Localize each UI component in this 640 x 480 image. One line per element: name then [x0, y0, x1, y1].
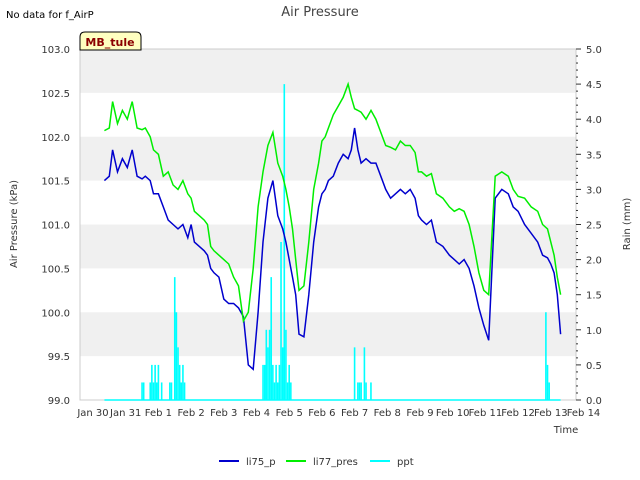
x-tick-label: Feb 10 — [436, 408, 470, 419]
y2-tick-label: 3.0 — [586, 185, 602, 196]
x-tick-label: Feb 12 — [501, 408, 535, 419]
station-badge: MB_tule — [79, 31, 142, 51]
y-tick-label: 100.0 — [41, 308, 70, 319]
y2-tick-label: 4.0 — [586, 115, 602, 126]
y2-tick-label: 0.0 — [586, 396, 602, 407]
legend: li75_p li77_pres ppt — [219, 457, 414, 468]
legend-label-li75_p: li75_p — [246, 457, 276, 468]
y2-tick-label: 1.5 — [586, 291, 602, 302]
y2-tick-label: 4.5 — [586, 80, 602, 91]
y-axis-label: Air Pressure (kPa) — [9, 180, 20, 268]
legend-label-ppt: ppt — [397, 457, 414, 468]
y2-tick-label: 0.5 — [586, 361, 602, 372]
chart-title: Air Pressure — [281, 5, 359, 20]
y-tick-label: 102.0 — [41, 133, 70, 144]
x-tick-label: Feb 7 — [341, 408, 368, 419]
x-axis-label: Time — [553, 425, 578, 436]
no-data-notice: No data for f_AirP — [6, 10, 94, 21]
x-tick-label: Feb 3 — [210, 408, 237, 419]
y2-tick-label: 5.0 — [586, 45, 602, 56]
background-band — [80, 49, 576, 93]
y-tick-label: 102.5 — [41, 89, 70, 100]
y-tick-label: 100.5 — [41, 264, 70, 275]
x-tick-label: Feb 2 — [177, 408, 204, 419]
y2-tick-label: 1.0 — [586, 326, 602, 337]
x-tick-label: Feb 5 — [276, 408, 303, 419]
y2-axis-label: Rain (mm) — [622, 198, 633, 251]
x-tick-label: Feb 1 — [145, 408, 172, 419]
badge-shape — [79, 31, 142, 51]
x-axis-ticks: Jan 30 Jan 31 Feb 1 Feb 2 Feb 3 Feb 4 Feb 5 Feb… — [76, 408, 600, 419]
y2-tick-label: 2.0 — [586, 256, 602, 267]
x-tick-label: Feb 6 — [308, 408, 335, 419]
li75_p-line — [103, 127, 562, 371]
x-tick-label: Jan 31 — [109, 408, 141, 419]
y-tick-label: 99.0 — [48, 396, 70, 407]
legend-label-li77_pres: li77_pres — [313, 457, 358, 468]
x-tick-label: Feb 8 — [374, 408, 401, 419]
background-band — [80, 136, 576, 181]
x-tick-label: Feb 13 — [534, 408, 568, 419]
y2-tick-label: 3.5 — [586, 150, 602, 161]
badge-label: MB_tule — [85, 36, 134, 49]
y-tick-label: 101.0 — [41, 221, 70, 232]
ppt-series — [104, 84, 561, 401]
y-tick-label: 103.0 — [41, 45, 70, 56]
background-bands — [80, 49, 576, 357]
y-tick-label: 101.5 — [41, 177, 70, 188]
x-tick-label: Jan 30 — [76, 408, 108, 419]
x-tick-label: Feb 4 — [243, 408, 270, 419]
background-band — [80, 312, 576, 357]
x-tick-label: Feb 9 — [406, 408, 433, 419]
plot-area — [79, 48, 577, 401]
y2-tick-label: 2.5 — [586, 221, 602, 232]
y-axis-ticks: 99.0 99.5 100.0 100.5 101.0 101.5 102.0 102.5 10… — [41, 45, 70, 407]
y2-axis-ticks: 0.0 0.5 1.0 1.5 2.0 2.5 3.0 3.5 4.0 4.5 5.0 — [576, 45, 602, 407]
x-tick-label: Feb 14 — [567, 408, 601, 419]
background-band — [80, 224, 576, 269]
x-tick-label: Feb 11 — [469, 408, 503, 419]
li77_pres-line — [104, 81, 562, 324]
y-tick-label: 99.5 — [48, 352, 70, 363]
